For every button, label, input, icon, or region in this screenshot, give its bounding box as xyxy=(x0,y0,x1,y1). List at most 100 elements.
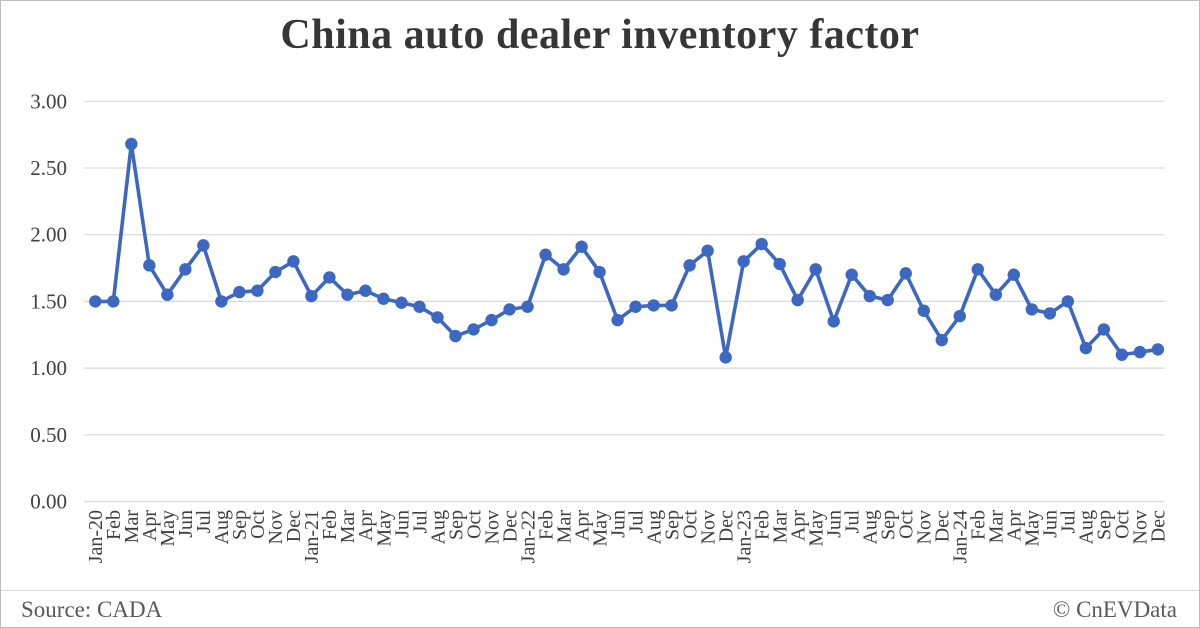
data-point-Oct-1.58 xyxy=(251,284,264,297)
x-axis-tick-label: Jul xyxy=(1058,510,1080,534)
data-point-Dec-1.08 xyxy=(719,351,732,364)
data-point-Jun-1.36 xyxy=(611,313,624,327)
data-point-May-1.55 xyxy=(161,288,174,301)
data-point-Aug-1.50 xyxy=(215,295,228,308)
x-axis-tick-label: Apr xyxy=(787,510,809,541)
x-axis-tick-label: Jun xyxy=(824,510,846,538)
chart-title: China auto dealer inventory factor xyxy=(280,12,920,58)
data-point-Aug-1.38 xyxy=(431,311,444,324)
x-axis-tick-label: Dec xyxy=(1148,510,1170,542)
data-point-Nov-1.12 xyxy=(1133,345,1147,359)
x-axis-tick-label: Dec xyxy=(932,510,954,542)
data-point-Sep-1.47 xyxy=(665,299,678,312)
data-point-Apr-1.51 xyxy=(791,293,804,307)
x-axis-tick-label: Jul xyxy=(409,510,431,534)
data-point-Jul-1.92 xyxy=(197,239,210,252)
data-point-Jul-1.50 xyxy=(1061,295,1075,308)
x-axis-tick-label: Jan-21 xyxy=(301,510,323,563)
data-point-Aug-1.47 xyxy=(647,299,660,312)
x-axis-tick-label: Nov xyxy=(481,510,503,544)
x-axis-tick-label: Jan-20 xyxy=(85,510,107,563)
data-point-Jan-21-1.54 xyxy=(305,289,318,303)
data-point-Oct-1.77 xyxy=(683,259,696,272)
source-label: Source: CADA xyxy=(21,596,163,622)
data-point-Apr-1.77 xyxy=(143,259,156,272)
data-point-May-1.44 xyxy=(1025,303,1039,316)
data-point-Jul-1.46 xyxy=(413,300,426,313)
x-axis-tick-label: Jun xyxy=(391,510,413,538)
data-point-Mar-1.55 xyxy=(989,288,1002,301)
data-point-Feb-1.85 xyxy=(539,248,552,261)
x-axis-tick-label: Feb xyxy=(535,510,557,540)
x-axis-tick-label: Jan-24 xyxy=(950,510,972,563)
x-axis-tick-label: Sep xyxy=(229,510,251,540)
data-point-Feb-1.68 xyxy=(323,271,336,284)
credit-label: © CnEVData xyxy=(1052,596,1177,622)
x-axis-tick-label: Aug xyxy=(427,510,449,544)
data-point-May-1.72 xyxy=(593,265,606,279)
x-axis-tick-label: Aug xyxy=(860,510,882,544)
x-axis-tick-label: Oct xyxy=(247,510,269,539)
data-point-Dec-1.14 xyxy=(1151,343,1165,356)
x-axis-tick-label: Oct xyxy=(896,510,918,539)
x-axis-tick-label: Nov xyxy=(914,510,936,544)
data-point-Nov-1.36 xyxy=(485,313,498,327)
x-axis-tick-label: Apr xyxy=(1004,510,1026,541)
x-axis-tick-label: Feb xyxy=(103,510,125,540)
data-point-Mar-1.78 xyxy=(773,257,786,271)
data-point-Jan-22-1.46 xyxy=(521,300,534,313)
data-point-May-1.74 xyxy=(809,263,822,276)
x-axis-tick-label: Oct xyxy=(679,510,701,539)
y-axis-tick-label: 0.00 xyxy=(30,490,67,514)
x-axis-tick-label: Dec xyxy=(715,510,737,542)
data-point-Apr-1.70 xyxy=(1007,268,1021,281)
y-axis-tick-label: 2.00 xyxy=(30,223,67,247)
data-point-Sep-1.29 xyxy=(1097,323,1111,336)
data-point-Jun-1.74 xyxy=(179,263,192,276)
x-axis-tick-label: Nov xyxy=(1130,510,1152,544)
data-point-Dec-1.21 xyxy=(935,333,948,347)
x-axis-tick-label: Aug xyxy=(211,510,233,544)
x-axis-tick-label: Nov xyxy=(697,510,719,544)
x-axis-tick-label: Jun xyxy=(175,510,197,538)
x-axis-tick-label: Dec xyxy=(499,510,521,542)
x-axis-tick-label: Sep xyxy=(878,510,900,540)
x-axis-tick-label: Aug xyxy=(1076,510,1098,544)
x-axis-tick-label: May xyxy=(373,510,395,547)
data-point-Mar-1.74 xyxy=(557,263,570,276)
data-point-Aug-1.15 xyxy=(1079,341,1093,355)
x-axis-tick-label: Mar xyxy=(769,510,791,544)
x-axis-tick-label: Nov xyxy=(265,510,287,544)
x-axis-tick-label: May xyxy=(157,510,179,547)
x-axis-tick-label: Mar xyxy=(986,510,1008,544)
data-point-Sep-1.24 xyxy=(449,329,462,343)
data-point-Oct-1.71 xyxy=(899,267,912,280)
x-axis-tick-label: Jan-23 xyxy=(733,510,755,563)
data-point-Dec-1.80 xyxy=(287,255,300,268)
x-axis-tick-label: Sep xyxy=(1094,510,1116,540)
data-point-Oct-1.29 xyxy=(467,323,480,336)
y-axis-tick-label: 0.50 xyxy=(30,423,67,447)
data-point-Jul-1.46 xyxy=(629,300,642,313)
y-axis-tick-label: 1.50 xyxy=(30,289,67,313)
data-point-Feb-1.74 xyxy=(971,263,984,276)
data-point-Nov-1.43 xyxy=(917,304,930,317)
x-axis-tick-label: Apr xyxy=(571,510,593,541)
data-point-Sep-1.57 xyxy=(233,285,246,299)
x-axis-tick-label: Mar xyxy=(121,510,143,544)
data-point-Jun-1.49 xyxy=(395,296,408,309)
data-point-Sep-1.51 xyxy=(881,293,894,307)
x-axis-tick-label: Jun xyxy=(1040,510,1062,538)
x-axis-tick-label: Feb xyxy=(319,510,341,540)
x-axis-tick-label: Aug xyxy=(643,510,665,544)
data-point-Jun-1.35 xyxy=(827,315,840,328)
x-axis-tick-label: Dec xyxy=(283,510,305,542)
x-axis-tick-label: May xyxy=(589,510,611,547)
x-axis-tick-label: Apr xyxy=(139,510,161,541)
data-point-Feb-1.93 xyxy=(755,237,768,251)
x-axis-tick-label: Jan-22 xyxy=(517,510,539,563)
y-axis-tick-label: 1.00 xyxy=(30,356,67,380)
x-axis-tick-label: Oct xyxy=(1112,510,1134,539)
series-line xyxy=(93,142,1160,360)
x-axis-tick-label: Jul xyxy=(625,510,647,534)
